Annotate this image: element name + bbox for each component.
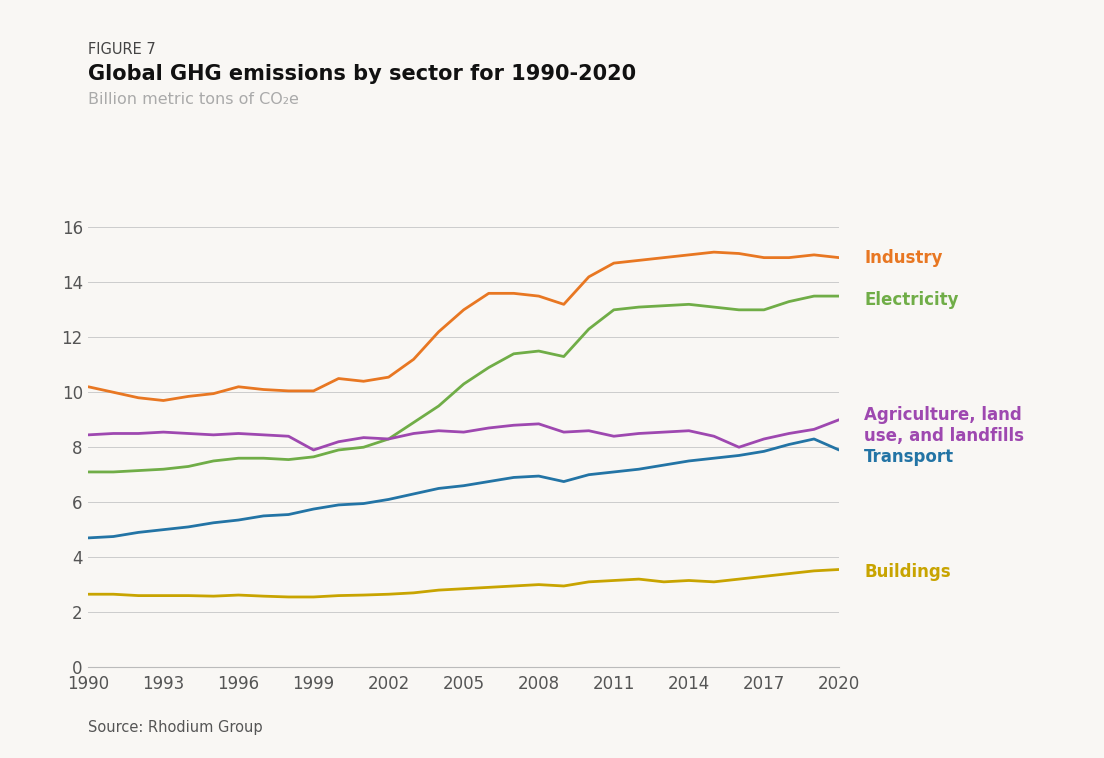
Text: Electricity: Electricity [864,291,958,309]
Text: Global GHG emissions by sector for 1990-2020: Global GHG emissions by sector for 1990-… [88,64,636,84]
Text: Source: Rhodium Group: Source: Rhodium Group [88,720,263,735]
Text: Buildings: Buildings [864,563,951,581]
Text: Transport: Transport [864,448,954,466]
Text: Agriculture, land
use, and landfills: Agriculture, land use, and landfills [864,406,1025,445]
Text: FIGURE 7: FIGURE 7 [88,42,156,57]
Text: Billion metric tons of CO₂e: Billion metric tons of CO₂e [88,92,299,108]
Text: Industry: Industry [864,249,943,267]
